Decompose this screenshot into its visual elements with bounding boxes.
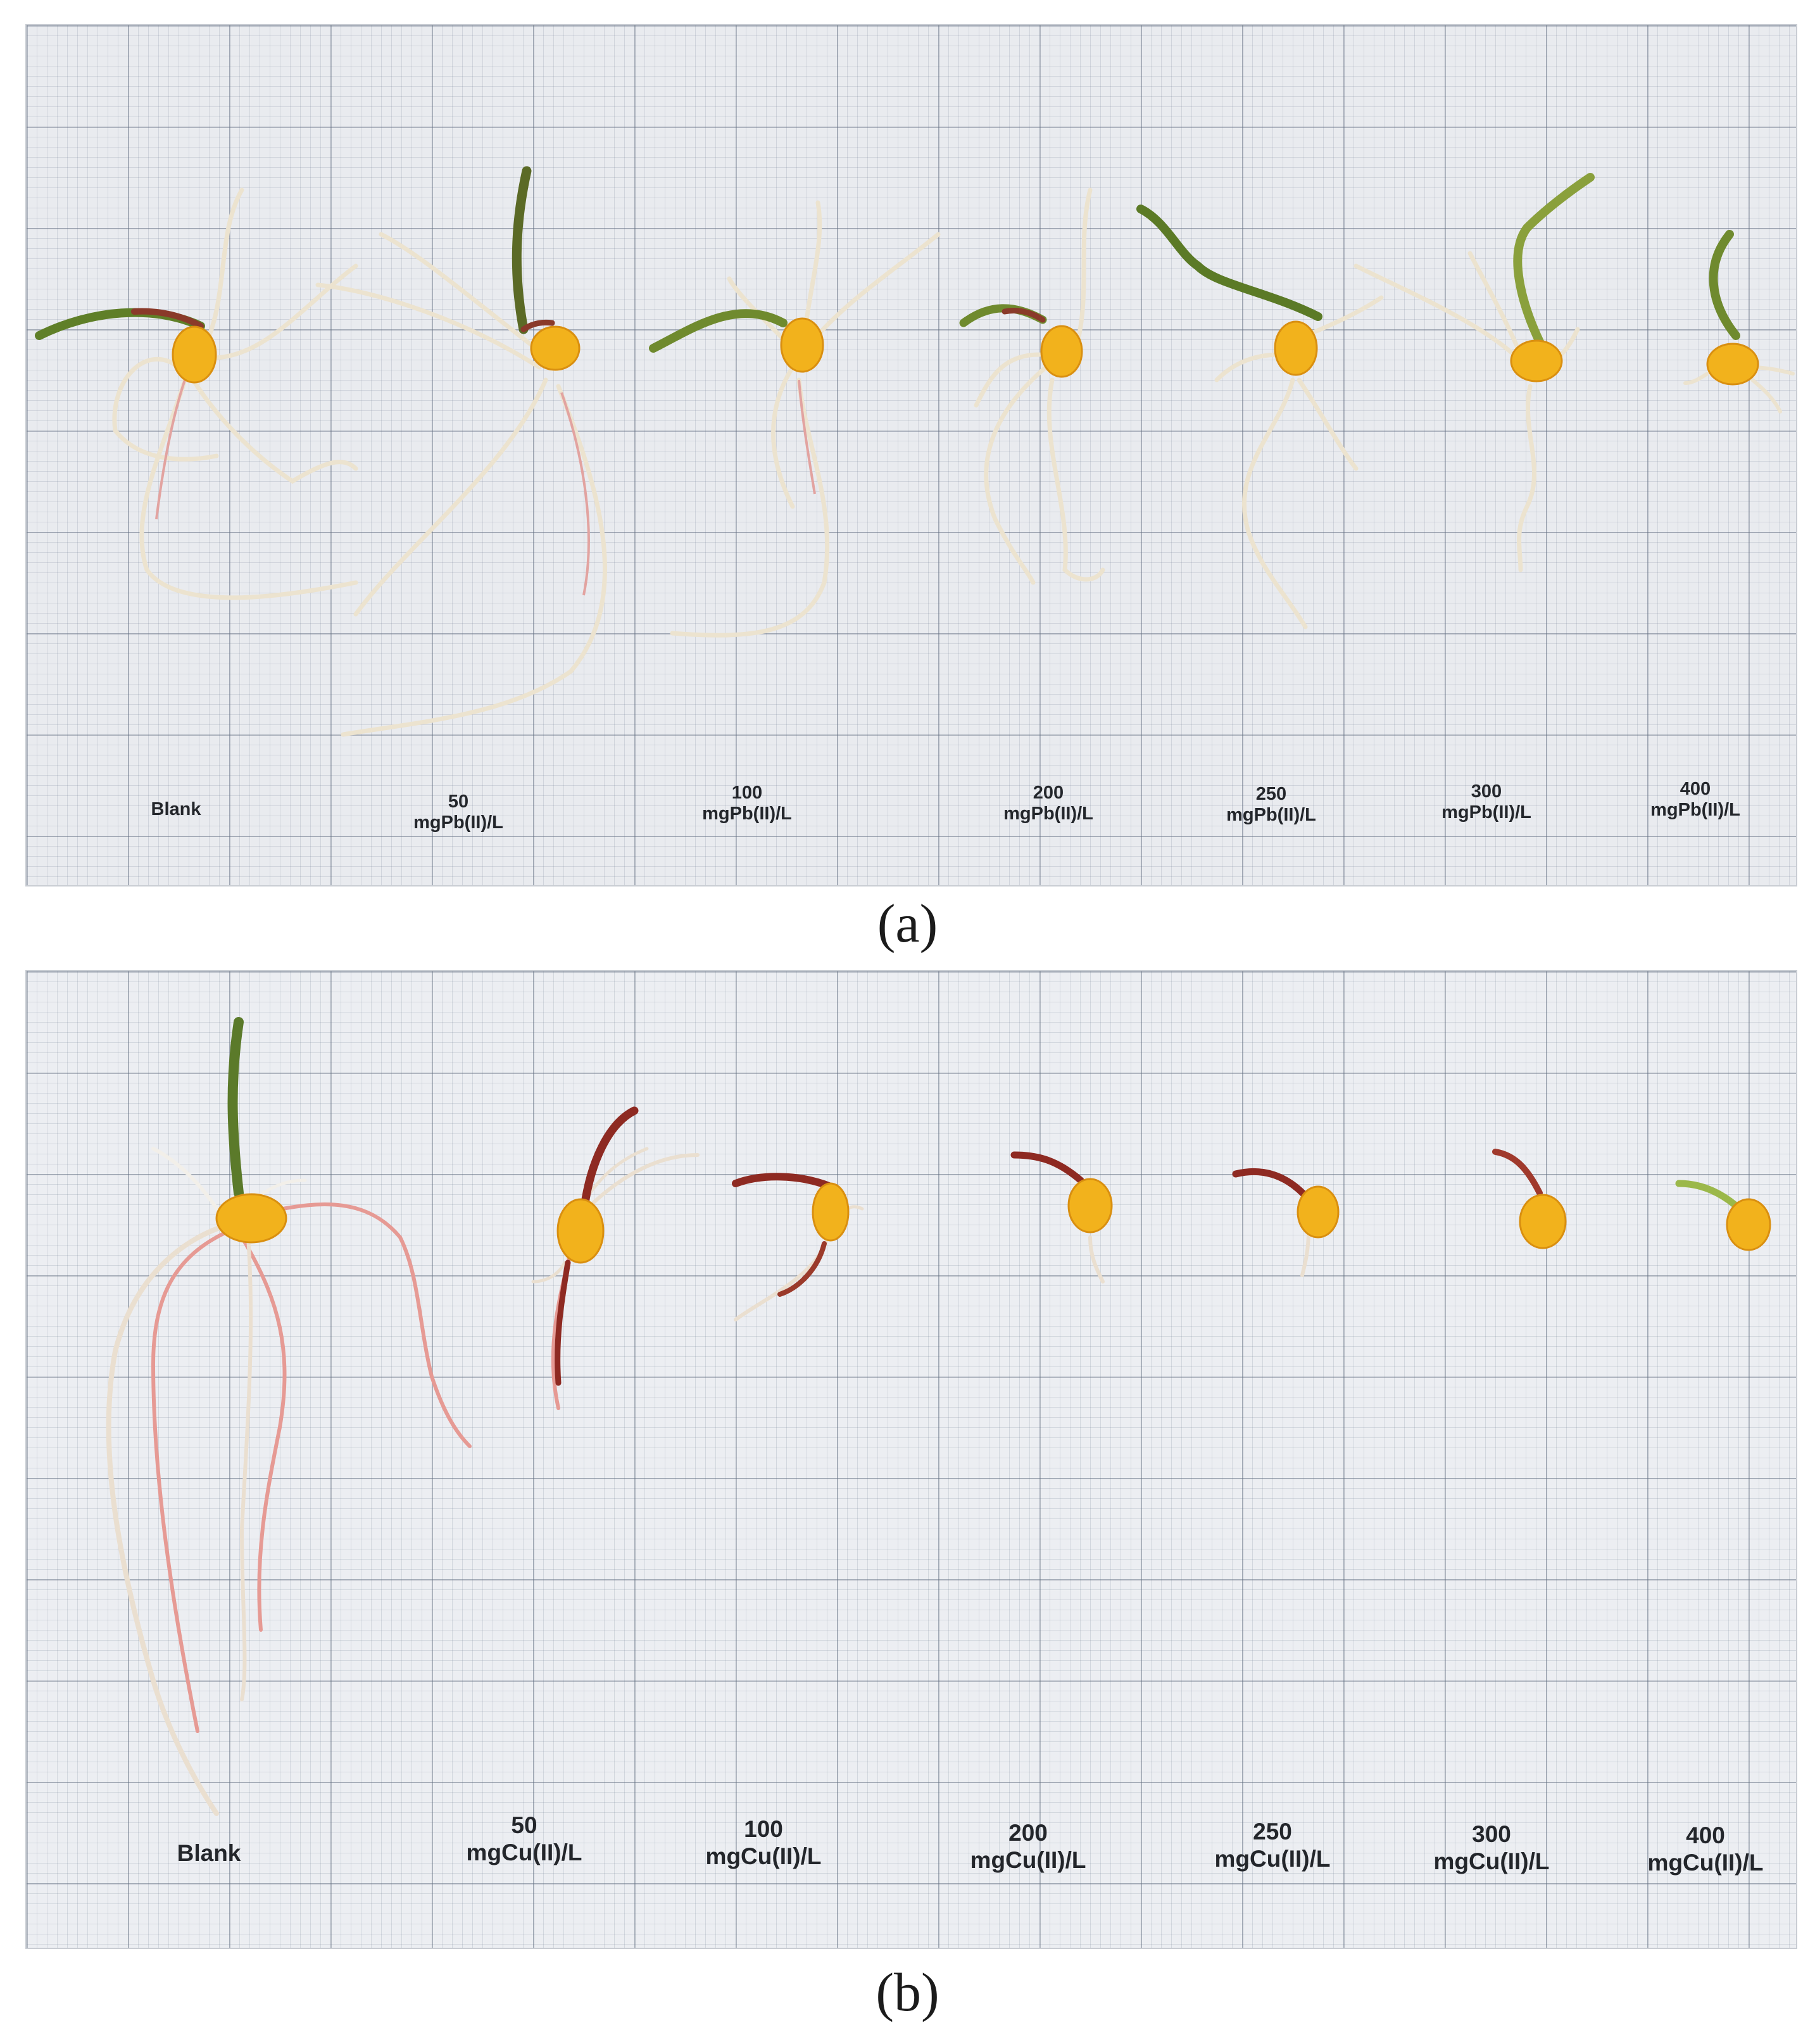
label-line2: mgCu(II)/L (1433, 1848, 1550, 1874)
seedling-cu-blank (106, 1017, 472, 1816)
seedling-pb-250 (1136, 205, 1384, 629)
label-cu-100: 100 mgCu(II)/L (706, 1816, 822, 1870)
label-line1: Blank (151, 799, 201, 819)
photo-panel-a: Blank 50 mgPb(II)/L 100 mgPb(II)/L 200 m… (25, 24, 1797, 886)
label-pb-50: 50 mgPb(II)/L (413, 792, 503, 834)
label-line1: 400 (1680, 779, 1711, 799)
seedling-pb-50 (315, 166, 607, 737)
label-line1: 50 (448, 792, 469, 812)
seedling-cu-400 (1675, 1180, 1771, 1251)
label-line1: 200 (1033, 783, 1064, 803)
label-pb-250: 250 mgPb(II)/L (1226, 784, 1316, 826)
label-cu-250: 250 mgCu(II)/L (1215, 1819, 1331, 1872)
label-line1: 250 (1253, 1819, 1292, 1845)
label-line2: mgPb(II)/L (702, 804, 792, 824)
seedling-pb-400 (1683, 230, 1795, 413)
seedlings-pb-photo (35, 166, 1795, 737)
label-pb-100: 100 mgPb(II)/L (702, 783, 792, 825)
seedling-cu-300 (1492, 1149, 1567, 1249)
label-line2: mgCu(II)/L (970, 1846, 1086, 1873)
label-cu-blank: Blank (177, 1840, 241, 1867)
seedling-pb-100 (649, 200, 941, 638)
label-line2: mgPb(II)/L (1441, 802, 1531, 823)
caption-b: (b) (876, 1962, 939, 2022)
label-line1: 400 (1686, 1822, 1725, 1848)
label-pb-blank: Blank (151, 799, 201, 820)
label-line2: mgPb(II)/L (1226, 805, 1316, 826)
seedling-cu-50 (531, 1106, 700, 1410)
label-line2: mgPb(II)/L (413, 812, 503, 833)
label-cu-400: 400 mgCu(II)/L (1648, 1822, 1764, 1876)
seedlings-cu-photo (106, 1017, 1771, 1816)
label-cu-300: 300 mgCu(II)/L (1434, 1821, 1550, 1875)
seedling-pb-200 (959, 187, 1105, 585)
label-line2: mgPb(II)/L (1003, 804, 1093, 824)
label-cu-50: 50 mgCu(II)/L (467, 1812, 582, 1866)
label-pb-300: 300 mgPb(II)/L (1441, 781, 1531, 824)
label-line1: 200 (1008, 1820, 1048, 1846)
label-line2: mgCu(II)/L (705, 1843, 822, 1869)
photo-panel-b: Blank 50 mgCu(II)/L 100 mgCu(II)/L 200 m… (25, 970, 1797, 1949)
label-line1: 250 (1255, 784, 1287, 804)
label-line2: mgCu(II)/L (466, 1839, 582, 1865)
seedling-pb-blank (35, 187, 358, 600)
label-line1: 100 (731, 783, 763, 803)
seedling-pb-300 (1353, 173, 1595, 572)
label-line1: 50 (511, 1812, 537, 1838)
label-line1: 300 (1471, 781, 1502, 802)
label-pb-400: 400 mgPb(II)/L (1650, 779, 1740, 821)
seedling-cu-200 (1010, 1151, 1113, 1284)
label-cu-200: 200 mgCu(II)/L (970, 1820, 1086, 1874)
seedling-cu-100 (732, 1173, 864, 1322)
label-line1: 100 (744, 1816, 783, 1842)
label-line1: 300 (1472, 1821, 1511, 1847)
label-line1: Blank (177, 1840, 241, 1866)
seedling-cu-250 (1232, 1168, 1340, 1277)
label-line2: mgCu(II)/L (1214, 1845, 1331, 1872)
label-line2: mgCu(II)/L (1647, 1849, 1764, 1876)
caption-a: (a) (877, 893, 938, 954)
label-pb-200: 200 mgPb(II)/L (1003, 783, 1093, 825)
label-line2: mgPb(II)/L (1650, 800, 1740, 821)
